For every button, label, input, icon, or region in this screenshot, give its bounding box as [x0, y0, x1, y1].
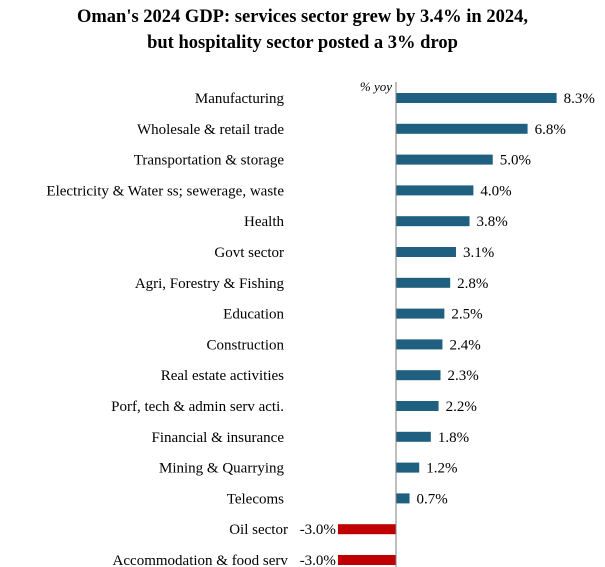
category-label: Govt sector [214, 245, 284, 261]
category-label: Agri, Forestry & Fishing [135, 276, 285, 292]
data-label: 5.0% [500, 153, 531, 169]
chart-title-line-1: Oman's 2024 GDP: services sector grew by… [77, 7, 528, 27]
data-label: 2.3% [448, 368, 479, 384]
category-label: Telecoms [227, 491, 284, 507]
bar [396, 123, 528, 134]
bar [396, 216, 470, 227]
data-label: 2.5% [451, 307, 482, 323]
bar [396, 277, 451, 288]
bar [396, 493, 410, 504]
data-label: 0.7% [417, 491, 448, 507]
data-label: 2.8% [457, 276, 488, 292]
data-label: 2.2% [446, 399, 477, 415]
category-label: Manufacturing [195, 91, 285, 107]
category-label: Education [223, 307, 284, 323]
bar [396, 247, 456, 257]
bar [396, 431, 431, 442]
bar [396, 185, 474, 196]
category-label: Porf, tech & admin serv acti. [111, 399, 284, 415]
unit-label: % yoy [360, 79, 392, 94]
data-label: -3.0% [300, 553, 336, 567]
data-label: 4.0% [480, 183, 511, 199]
bar [396, 154, 493, 165]
category-label: Real estate activities [161, 368, 284, 384]
data-label: 1.2% [426, 461, 457, 477]
data-label: 1.8% [438, 430, 469, 446]
category-label: Oil sector [229, 522, 288, 538]
bar [396, 370, 441, 381]
category-label: Health [244, 214, 284, 230]
category-label: Mining & Quarrying [159, 461, 284, 477]
category-label: Accommodation & food serv [113, 553, 289, 567]
bar [396, 401, 439, 411]
data-label: -3.0% [300, 522, 336, 538]
bar [396, 339, 443, 350]
data-label: 6.8% [535, 122, 566, 138]
category-label: Wholesale & retail trade [137, 122, 284, 138]
bar [396, 308, 445, 319]
category-label: Construction [207, 337, 285, 353]
data-label: 2.4% [449, 337, 480, 353]
data-label: 8.3% [564, 91, 595, 107]
bar [337, 555, 396, 565]
data-label: 3.1% [463, 245, 494, 261]
bar [396, 462, 420, 473]
chart-title-line-2: but hospitality sector posted a 3% drop [147, 33, 458, 53]
bar [337, 524, 396, 535]
category-label: Transportation & storage [134, 153, 285, 169]
bar [396, 93, 557, 103]
category-label: Electricity & Water ss; sewerage, waste [46, 183, 284, 199]
data-label: 3.8% [477, 214, 508, 230]
category-label: Financial & insurance [152, 430, 285, 446]
